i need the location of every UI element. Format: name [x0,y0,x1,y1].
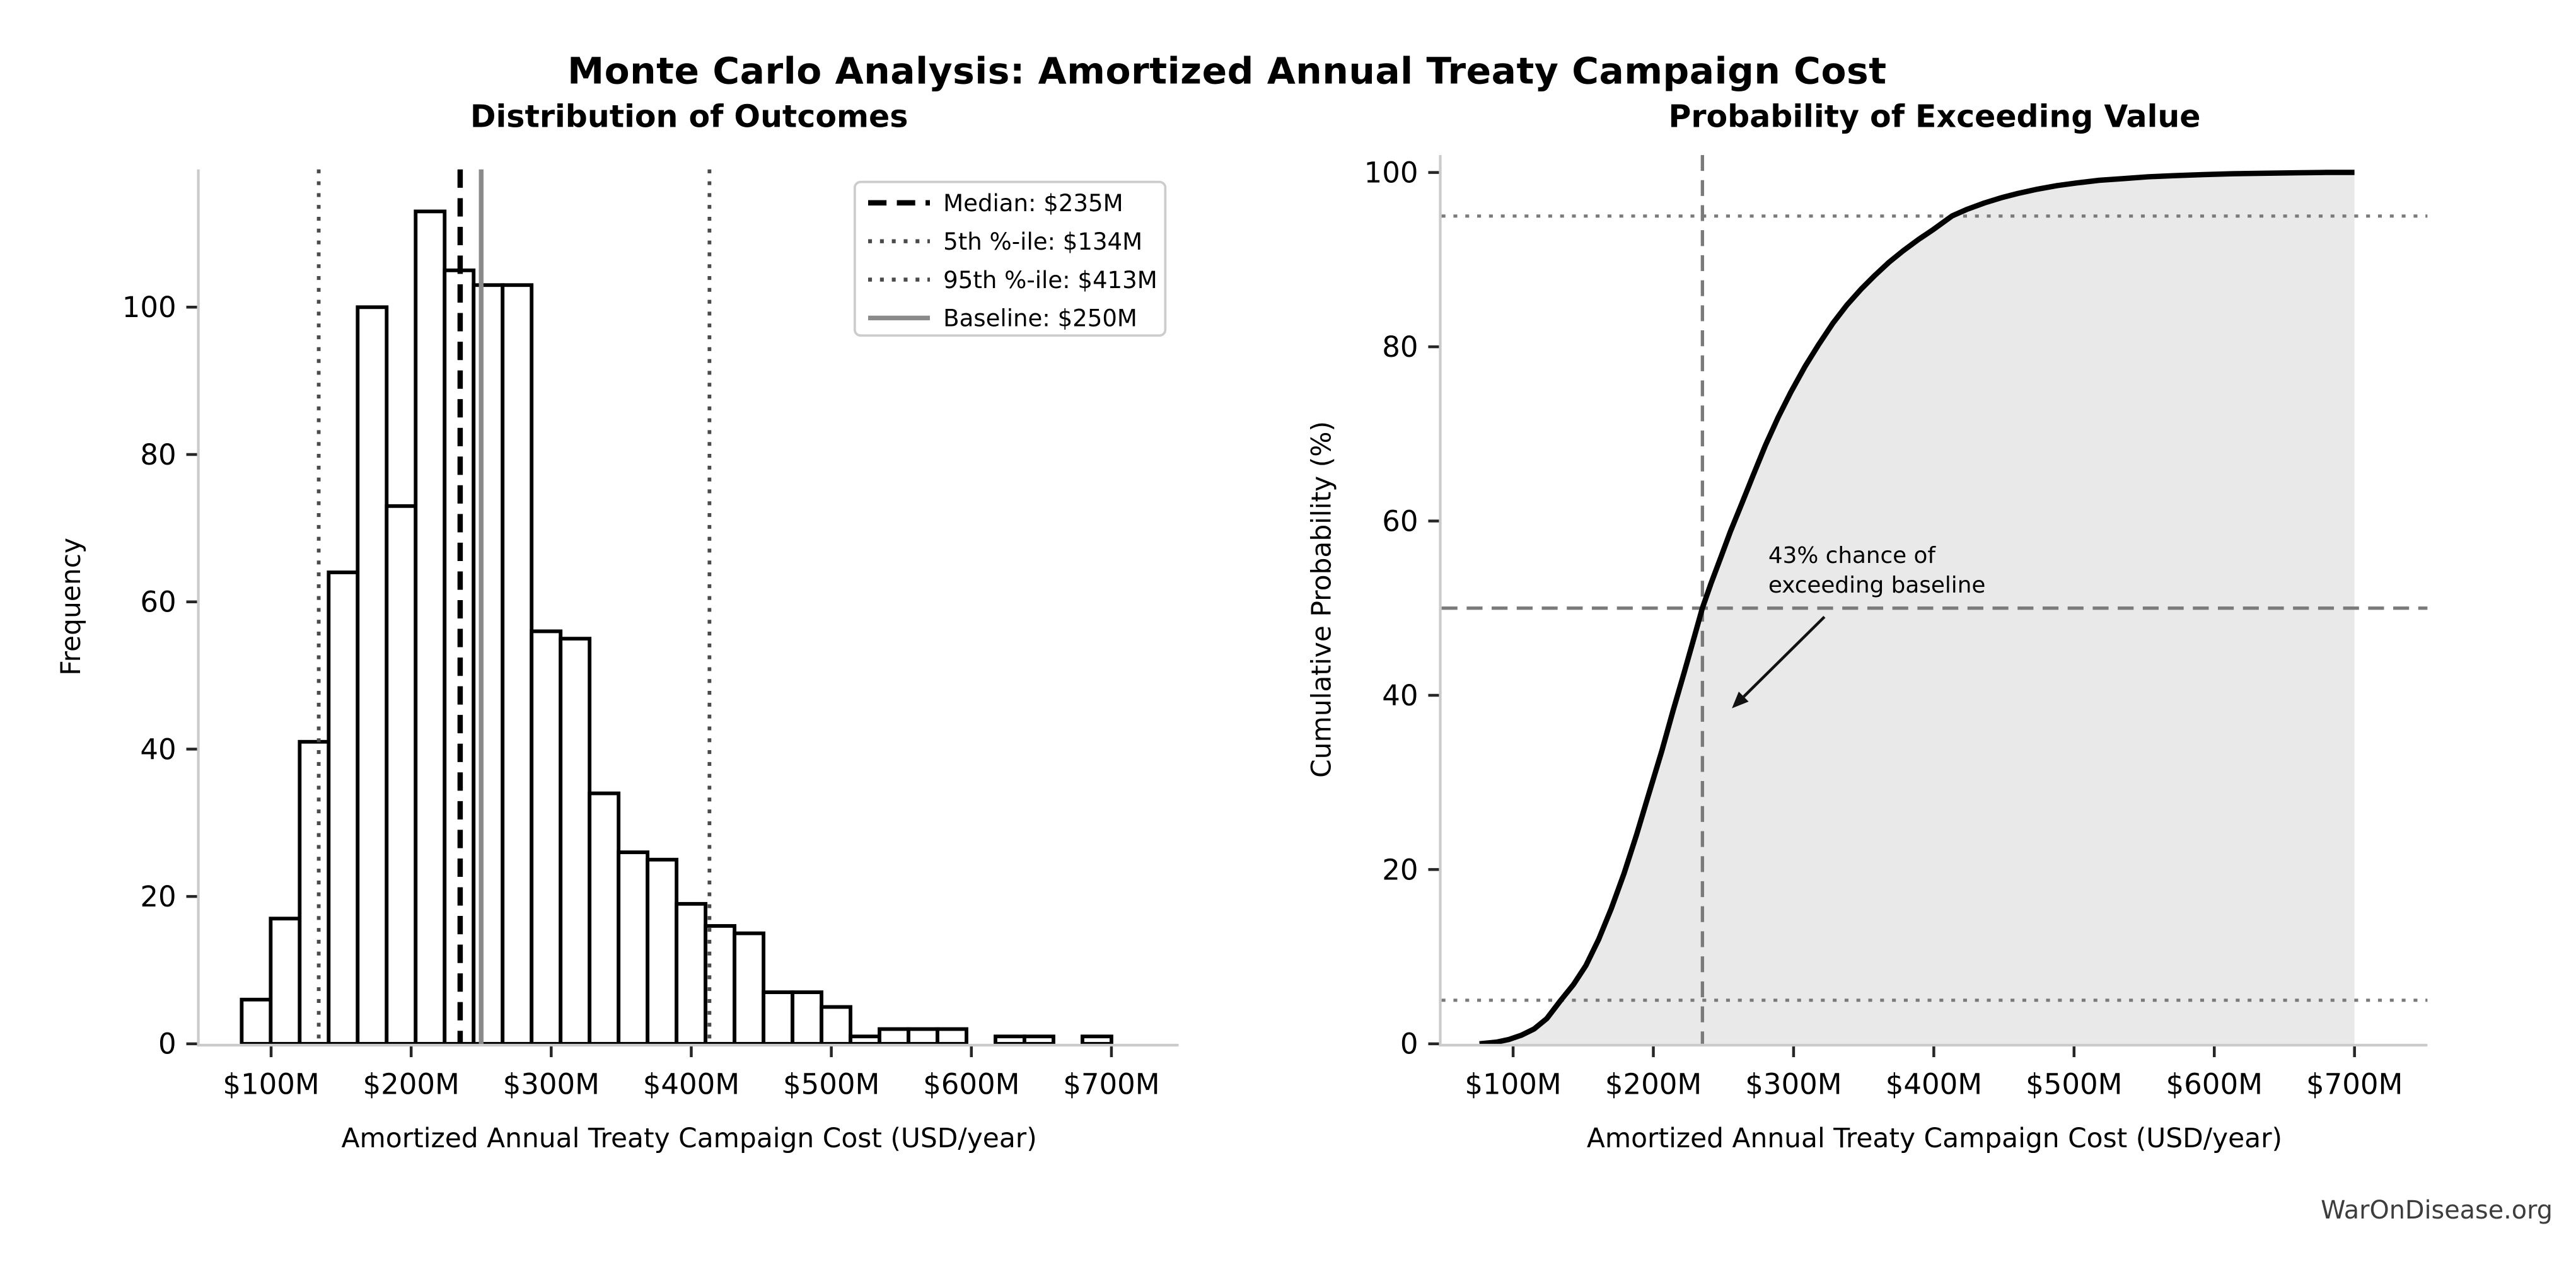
y-tick-label: 40 [140,732,176,766]
legend-label: Median: $235M [943,190,1123,217]
histogram-bar [791,990,823,1046]
x-tick-label: $400M [1886,1067,1982,1101]
legend-label: 95th %-ile: $413M [943,267,1157,294]
x-tick-label: $500M [2026,1067,2122,1101]
x-tick-label: $100M [1465,1067,1561,1101]
histogram-bar [530,629,563,1046]
x-tick-label: $100M [223,1067,319,1101]
histogram-bar [762,990,794,1046]
subplot-title: Probability of Exceeding Value [1668,98,2200,134]
y-tick-label: 60 [140,586,176,619]
figure-title: Monte Carlo Analysis: Amortized Annual T… [567,52,1887,94]
legend-label: Baseline: $250M [943,305,1137,332]
subplot-title: Distribution of Outcomes [470,98,908,134]
histogram-bar [994,1034,1026,1046]
histogram-bar [907,1027,939,1046]
annotation-arrowhead [1732,692,1749,709]
x-tick-label: $600M [923,1067,1019,1101]
y-tick-label: 100 [1364,156,1419,190]
histogram-bar [675,901,708,1046]
y-tick-label: 60 [1382,504,1418,538]
y-tick-label: 80 [140,438,176,472]
histogram-bar [1081,1034,1113,1046]
histogram-bar [298,739,331,1046]
y-axis-title: Frequency [55,538,86,676]
histogram-bar [501,283,534,1046]
x-tick-label: $200M [363,1067,459,1101]
x-tick-label: $300M [1745,1067,1842,1101]
y-tick-label: 40 [1382,679,1418,712]
x-tick-label: $700M [1063,1067,1159,1101]
histogram-bar [269,917,302,1046]
legend-label: 5th %-ile: $134M [943,228,1142,255]
histogram-bar [646,857,679,1046]
histogram-bar [820,1005,852,1046]
y-tick-label: 0 [158,1028,177,1061]
y-tick-label: 100 [122,291,177,324]
histogram-bar [356,305,389,1046]
histogram-bar [385,504,418,1046]
x-axis-title: Amortized Annual Treaty Campaign Cost (U… [342,1123,1037,1154]
y-axis-title: Cumulative Probability (%) [1306,421,1337,778]
legend-box [853,180,1167,337]
histogram-panel: $100M $200M $300M $400M $500M $600M $700M 0 20 40… [55,98,1179,1154]
x-tick-label: $600M [2166,1067,2263,1101]
y-tick-label: 20 [1382,853,1418,886]
x-tick-label: $500M [783,1067,879,1101]
histogram-bar [733,931,766,1046]
histogram-bar [1023,1034,1055,1046]
histogram-bar [559,637,592,1046]
watermark: WarOnDisease.org [2321,1195,2553,1225]
annotation-text: exceeding baseline [1768,572,1985,598]
histogram-bar [878,1027,910,1046]
cdf-fill [1479,172,2355,1044]
histogram-bar [936,1027,968,1046]
histogram-bar [849,1034,881,1046]
histogram-bar [414,209,447,1046]
x-tick-label: $700M [2306,1067,2403,1101]
cdf-curve [1479,170,2355,1047]
histogram-bar [588,791,621,1046]
x-axis-title: Amortized Annual Treaty Campaign Cost (U… [1587,1123,2282,1154]
histogram-bar [240,997,273,1046]
histogram-bar [472,283,505,1046]
annotation-text: 43% chance of [1768,543,1936,569]
y-tick-label: 0 [1400,1028,1419,1061]
x-tick-label: $200M [1605,1067,1702,1101]
histogram-bar [327,570,360,1046]
x-tick-label: $400M [643,1067,740,1101]
x-tick-label: $300M [503,1067,600,1101]
annotation-arrow [1743,615,1826,698]
y-tick-label: 20 [140,880,176,913]
histogram-bar [617,850,650,1046]
cdf-panel: $100M $200M $300M $400M $500M $600M $700M 0 20 40… [1306,98,2428,1154]
y-tick-label: 80 [1382,330,1418,364]
